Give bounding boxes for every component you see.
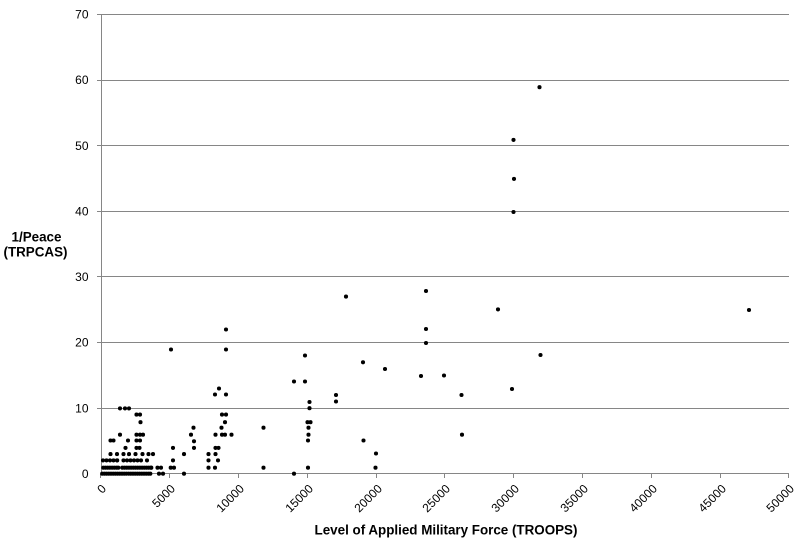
svg-text:1/Peace: 1/Peace xyxy=(12,230,62,245)
svg-text:50: 50 xyxy=(75,139,89,153)
svg-text:60: 60 xyxy=(75,73,89,87)
svg-text:70: 70 xyxy=(75,8,89,22)
svg-text:Level of Applied Military Forc: Level of Applied Military Force (TROOPS) xyxy=(315,523,578,538)
svg-text:10: 10 xyxy=(75,401,89,415)
svg-text:(TRPCAS): (TRPCAS) xyxy=(4,245,68,260)
svg-text:30: 30 xyxy=(75,270,89,284)
svg-text:0: 0 xyxy=(82,467,89,481)
svg-text:40: 40 xyxy=(75,204,89,218)
svg-text:20: 20 xyxy=(75,336,89,350)
